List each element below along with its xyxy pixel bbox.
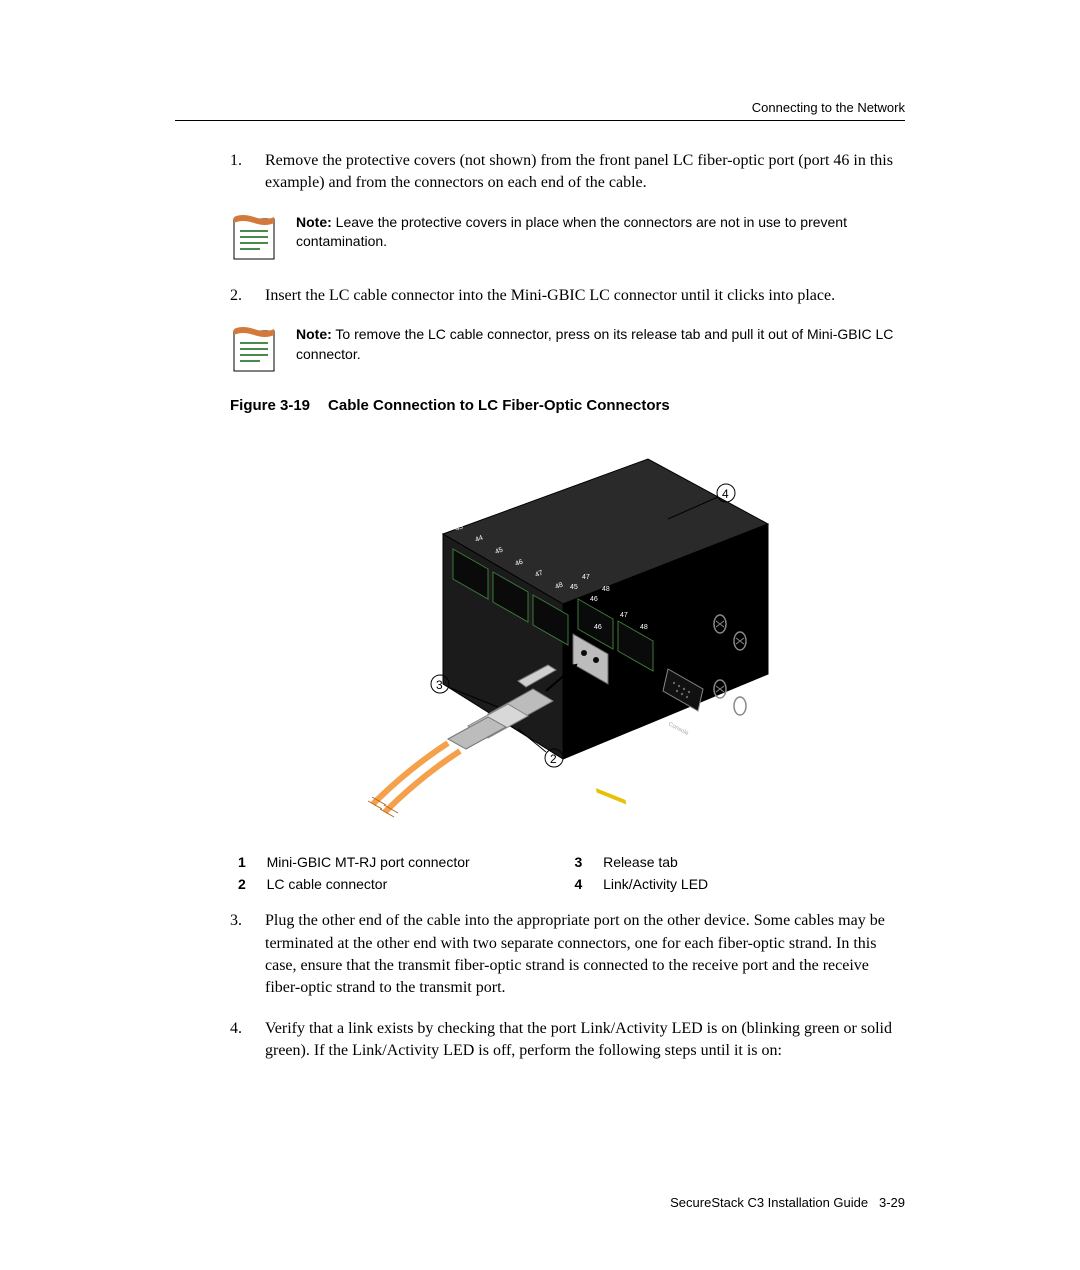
note-text: Note: Leave the protective covers in pla… — [296, 213, 905, 252]
step-number: 1. — [230, 150, 265, 195]
legend-num: 2 — [232, 874, 259, 894]
svg-text:4: 4 — [722, 487, 729, 501]
legend-text: LC cable connector — [261, 874, 567, 894]
step-2: 2. Insert the LC cable connector into th… — [230, 285, 905, 307]
figure-caption: Figure 3-19 Cable Connection to LC Fiber-… — [230, 397, 905, 414]
svg-text:46: 46 — [590, 596, 598, 603]
legend-text: Release tab — [597, 852, 903, 872]
svg-text:Console: Console — [667, 722, 690, 738]
figure-diagram: 43 44 45 46 47 48 45 46 47 48 — [230, 429, 905, 834]
page-footer: SecureStack C3 Installation Guide 3-29 — [670, 1195, 905, 1210]
note-body: Leave the protective covers in place whe… — [296, 214, 847, 250]
legend-num: 1 — [232, 852, 259, 872]
step-3: 3. Plug the other end of the cable into … — [230, 910, 905, 1000]
svg-text:2: 2 — [550, 752, 557, 766]
step-text: Plug the other end of the cable into the… — [265, 910, 905, 1000]
svg-text:3: 3 — [436, 678, 443, 692]
footer-doc-title: SecureStack C3 Installation Guide — [670, 1195, 868, 1210]
note-label: Note: — [296, 214, 332, 230]
svg-text:47: 47 — [582, 574, 590, 581]
legend-text: Mini-GBIC MT-RJ port connector — [261, 852, 567, 872]
svg-text:48: 48 — [602, 586, 610, 593]
page-content: 1. Remove the protective covers (not sho… — [230, 150, 905, 1063]
figure-number: Figure 3-19 — [230, 397, 310, 414]
step-text: Insert the LC cable connector into the M… — [265, 285, 905, 307]
note-2: Note: To remove the LC cable connector, … — [230, 325, 905, 377]
svg-text:48: 48 — [640, 624, 648, 631]
legend-text: Link/Activity LED — [597, 874, 903, 894]
header-rule — [175, 120, 905, 121]
figure-legend: 1 Mini-GBIC MT-RJ port connector 3 Relea… — [230, 850, 905, 896]
legend-num: 3 — [569, 852, 596, 872]
step-number: 3. — [230, 910, 265, 1000]
note-text: Note: To remove the LC cable connector, … — [296, 325, 905, 364]
note-1: Note: Leave the protective covers in pla… — [230, 213, 905, 265]
step-1: 1. Remove the protective covers (not sho… — [230, 150, 905, 195]
step-text: Remove the protective covers (not shown)… — [265, 150, 905, 195]
footer-page-number: 3-29 — [879, 1195, 905, 1210]
step-number: 2. — [230, 285, 265, 307]
note-body: To remove the LC cable connector, press … — [296, 326, 893, 362]
figure-title: Cable Connection to LC Fiber-Optic Conne… — [328, 397, 670, 414]
step-number: 4. — [230, 1018, 265, 1063]
note-icon — [230, 325, 278, 377]
svg-text:47: 47 — [620, 612, 628, 619]
note-icon — [230, 213, 278, 265]
legend-num: 4 — [569, 874, 596, 894]
svg-text:1: 1 — [606, 717, 613, 731]
step-4: 4. Verify that a link exists by checking… — [230, 1018, 905, 1063]
svg-text:46: 46 — [594, 624, 602, 631]
step-text: Verify that a link exists by checking th… — [265, 1018, 905, 1063]
note-label: Note: — [296, 326, 332, 342]
svg-text:45: 45 — [570, 584, 578, 591]
header-section-title: Connecting to the Network — [752, 100, 905, 115]
